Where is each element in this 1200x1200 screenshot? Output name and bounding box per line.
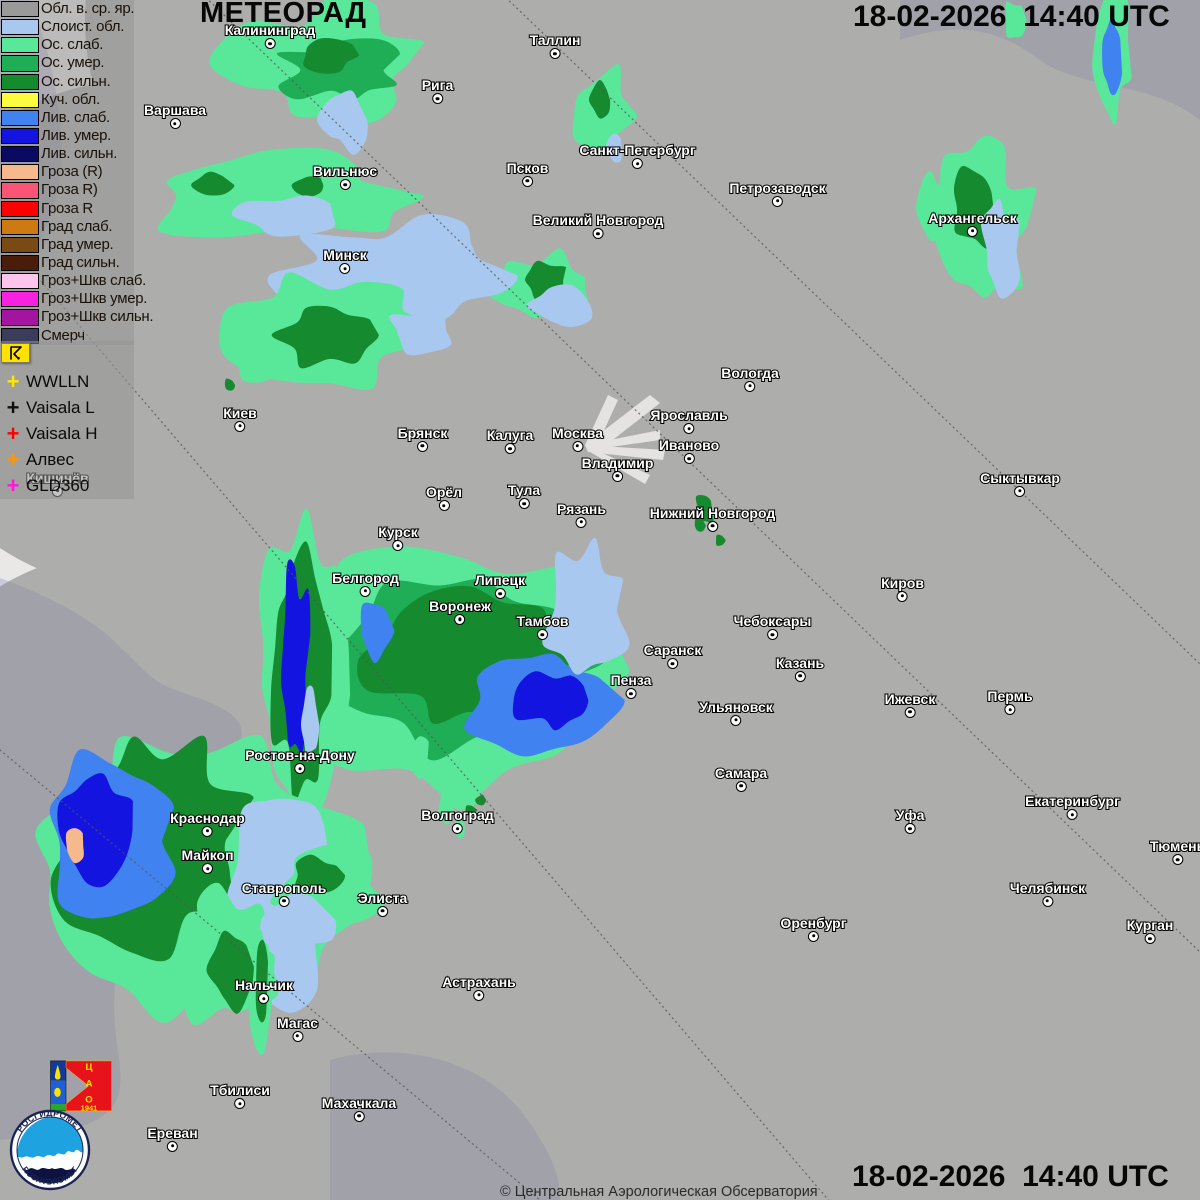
svg-text:1941: 1941 (81, 1103, 98, 1112)
svg-text:А: А (86, 1078, 93, 1089)
svg-text:Ц: Ц (86, 1062, 93, 1073)
